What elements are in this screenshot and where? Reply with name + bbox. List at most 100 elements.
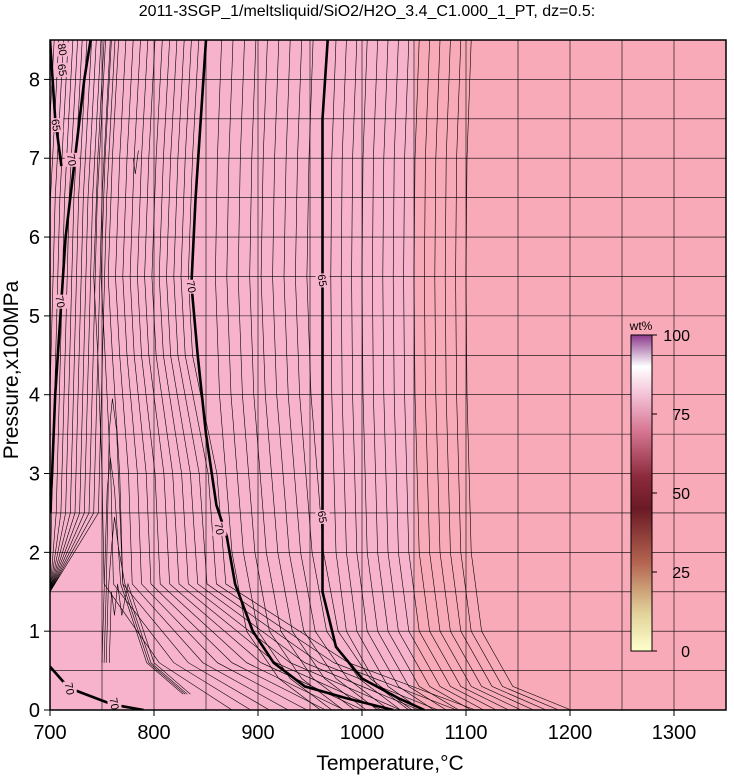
y-tick-label: 8	[29, 69, 40, 91]
colorbar-ticks: 0 25 50 75 100	[652, 328, 690, 661]
thin-contour	[413, 40, 509, 710]
colorbar-label: wt%	[629, 319, 653, 333]
bold-contour-70	[50, 40, 92, 513]
thin-contour	[50, 40, 111, 592]
thin-contour	[465, 40, 572, 710]
colorbar-tick-label: 0	[681, 644, 690, 661]
thin-contour	[50, 40, 92, 592]
x-tick-label: 1300	[652, 722, 697, 744]
contour-label: 65	[48, 118, 62, 132]
colorbar: wt% 0 25 50 75 100	[629, 319, 690, 661]
thin-contour	[158, 40, 401, 710]
thin-contour	[115, 40, 289, 710]
thin-contour	[434, 40, 534, 710]
thin-contour	[382, 40, 472, 710]
colorbar-tick-label: 50	[672, 486, 690, 503]
y-tick-label: 6	[29, 227, 40, 249]
contour-label: 70	[64, 153, 78, 167]
contour-label: 70	[52, 295, 66, 309]
contour-label-bg	[55, 42, 70, 57]
thin-contour	[50, 40, 97, 592]
plot-frame	[49, 39, 727, 711]
thin-contour	[330, 40, 409, 710]
x-tick-label: 700	[33, 722, 66, 744]
contour-label-bg	[184, 279, 199, 294]
y-tick-label: 5	[29, 306, 40, 328]
thin-contour	[105, 516, 188, 695]
contour-label: 80	[55, 43, 69, 57]
thin-contour	[50, 40, 116, 592]
thin-contour	[283, 40, 390, 710]
thin-contour	[351, 40, 434, 710]
colorbar-gradient	[630, 334, 653, 652]
contour-label: 70	[107, 697, 121, 711]
y-tick-label: 4	[29, 385, 40, 407]
bold-contour-70	[50, 665, 144, 710]
thin-contour	[100, 40, 251, 710]
thin-contour	[272, 40, 378, 710]
thin-contour	[424, 40, 522, 710]
thin-contour	[455, 40, 559, 710]
contour-label-bg	[315, 509, 330, 524]
y-axis-label: Pressure,x100MPa	[0, 280, 23, 459]
y-tick-label: 1	[29, 621, 40, 643]
thin-contour	[50, 40, 88, 592]
thin-contour	[361, 40, 447, 710]
contour-label: 70	[62, 682, 76, 696]
y-tick-label: 0	[29, 700, 40, 722]
thin-contour	[215, 40, 321, 710]
contour-label: 65	[315, 274, 329, 288]
x-tick-label: 900	[241, 722, 274, 744]
x-axis-label: Temperature,°C	[316, 752, 463, 775]
thin-contour	[340, 40, 422, 710]
thin-contour	[144, 40, 364, 710]
thin-contour	[403, 40, 497, 710]
x-axis: 700 800 900 1000 1100 1200 1300	[33, 710, 696, 744]
contour-label-bg	[55, 62, 70, 77]
contour-label-bg	[107, 696, 122, 710]
thin-contour	[151, 40, 382, 710]
thin-contour	[372, 40, 459, 710]
contour-label-bg	[62, 681, 77, 696]
thin-contour	[226, 40, 332, 710]
contour-label-bg	[53, 294, 68, 309]
contour-label-bg	[315, 273, 330, 288]
chart-title: 2011-3SGP_1/meltsliquid/SiO2/H2O_3.4_C1.…	[139, 3, 595, 20]
thin-contour	[444, 40, 547, 710]
thin-contour	[180, 40, 457, 710]
contour-label-bg	[64, 152, 79, 167]
y-tick-label: 7	[29, 148, 40, 170]
thin-contour	[173, 40, 439, 710]
thin-contour	[50, 40, 102, 592]
contour-label: 65	[315, 510, 329, 524]
thin-contour	[306, 40, 413, 710]
thin-contour	[237, 40, 344, 710]
thin-contour	[93, 40, 233, 710]
contour-label: 65	[55, 63, 69, 77]
y-axis: 0 1 2 3 4 5 6 7 8	[29, 69, 50, 722]
plot-area: 80 65 65 70 70 70 65 70 65 70 70	[48, 40, 726, 711]
thin-contour	[50, 40, 106, 592]
bold-contour-70	[190, 40, 394, 710]
colorbar-tick-label: 100	[663, 328, 690, 345]
colorbar-tick-label: 75	[672, 407, 690, 424]
thin-contour	[50, 40, 78, 592]
y-tick-label: 3	[29, 464, 40, 486]
x-tick-label: 1200	[548, 722, 593, 744]
contour-label: 70	[212, 522, 226, 536]
thin-contour	[166, 40, 420, 710]
thin-contour	[101, 457, 184, 695]
x-tick-label: 1100	[444, 722, 487, 744]
contour-labels: 80 65 65 70 70 70 65 70 65 70 70	[48, 42, 330, 711]
thin-contour	[392, 40, 484, 710]
bold-contour-65	[321, 40, 425, 710]
contour-label-bg	[212, 521, 227, 536]
x-tick-label: 1000	[340, 722, 385, 744]
thin-contour	[137, 40, 345, 710]
thin-contour	[107, 40, 270, 710]
thin-contour	[132, 150, 139, 175]
thin-contour	[109, 582, 191, 695]
thin-contour	[103, 398, 186, 695]
thin-contour	[122, 40, 308, 710]
